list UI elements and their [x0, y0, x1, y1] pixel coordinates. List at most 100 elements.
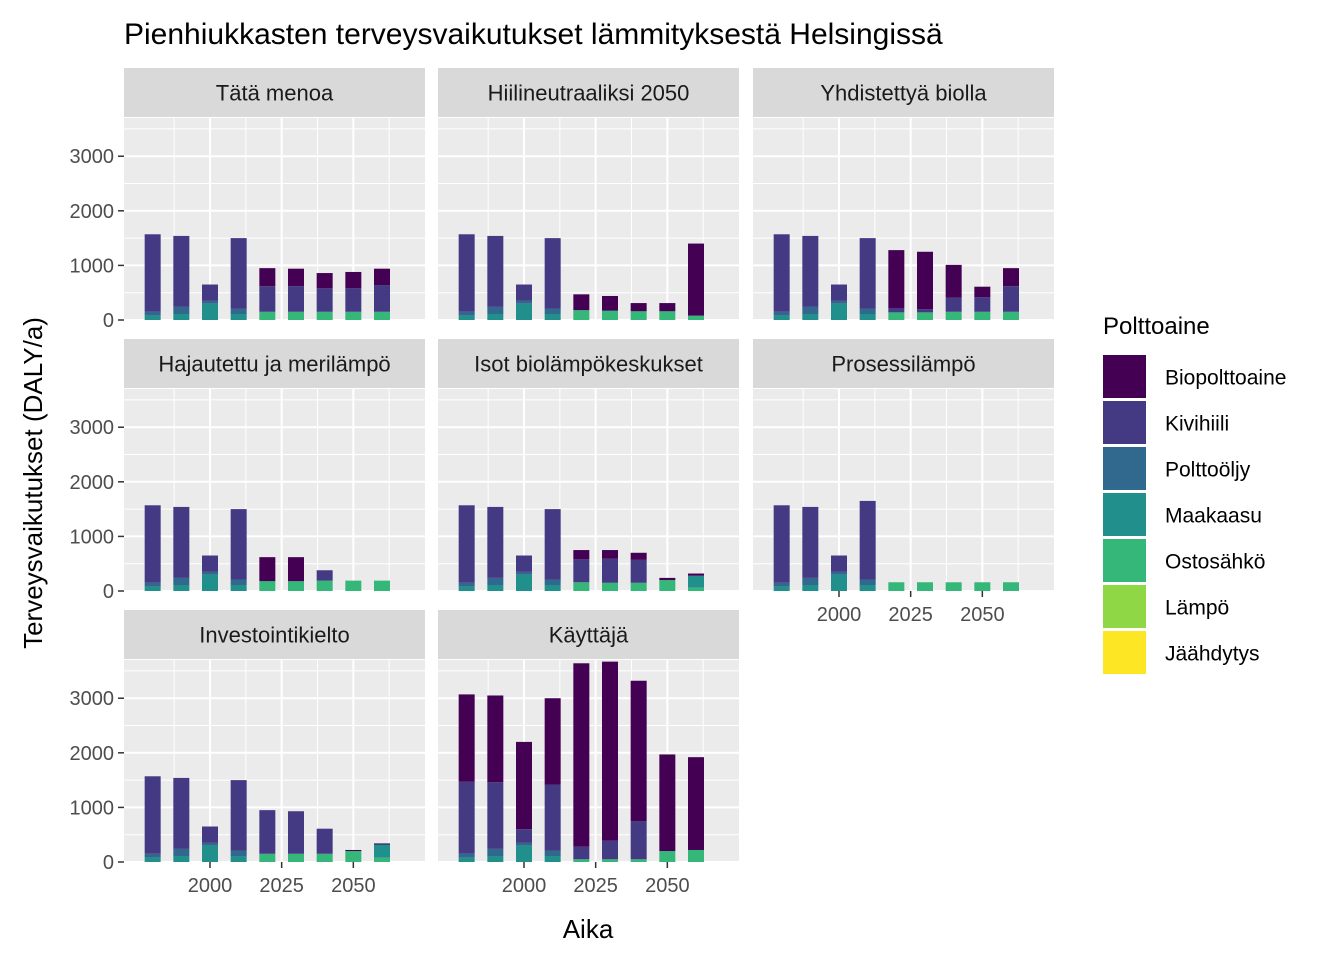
bar-segment — [630, 680, 647, 822]
bar-segment — [659, 851, 676, 862]
facet-panels: Tätä menoa 0 1000 2000 3000 Hiilineutraaliksi… — [70, 68, 1054, 897]
bar-segment — [630, 311, 647, 320]
bar-segment — [230, 855, 247, 862]
bar-segment — [773, 311, 790, 316]
legend-label: Lämpö — [1165, 597, 1229, 620]
bar-segment — [888, 582, 905, 591]
bar-segment — [773, 234, 790, 312]
facet-title: Hiilineutraaliksi 2050 — [488, 81, 690, 106]
bar-segment — [945, 311, 962, 320]
y-tick-label: 1000 — [70, 797, 115, 819]
bar-segment — [1003, 311, 1019, 320]
bar-segment — [288, 311, 304, 320]
bar-segment — [458, 857, 475, 862]
bar-segment — [144, 582, 161, 587]
legend-label: Maakaasu — [1165, 505, 1262, 528]
facet-title: Tätä menoa — [216, 81, 334, 106]
bar-segment — [345, 580, 362, 591]
bar-segment — [345, 288, 362, 312]
bar-segment — [202, 300, 218, 304]
bar-segment — [630, 303, 647, 312]
bar-segment — [688, 849, 704, 862]
x-tick-label: 2025 — [259, 875, 304, 897]
bar-segment — [316, 311, 333, 320]
facet-title: Yhdistettyä biolla — [820, 81, 987, 106]
facet-panel: Tätä menoa 0 1000 2000 3000 — [70, 68, 425, 332]
bar-segment — [1003, 286, 1019, 312]
bar-segment — [230, 780, 247, 851]
bar-segment — [516, 300, 532, 304]
bar-segment — [630, 582, 647, 591]
bar-segment — [974, 297, 991, 312]
bar-segment — [230, 584, 247, 591]
bar-segment — [288, 811, 304, 854]
y-tick-label: 0 — [103, 852, 114, 874]
bar-segment — [544, 509, 561, 580]
bar-segment — [573, 663, 590, 847]
bar-segment — [173, 506, 190, 578]
bar-segment — [316, 288, 333, 312]
bar-segment — [458, 586, 475, 591]
bar-segment — [945, 582, 962, 591]
bar-segment — [487, 313, 504, 320]
bar-segment — [202, 555, 218, 572]
bar-segment — [487, 306, 504, 314]
bar-segment — [458, 234, 475, 312]
legend-swatch — [1103, 493, 1146, 536]
bar-segment — [859, 238, 876, 309]
y-tick-label: 2000 — [70, 472, 115, 494]
bar-segment — [230, 579, 247, 585]
bar-segment — [202, 826, 218, 843]
bar-segment — [458, 311, 475, 316]
facet-strip — [753, 68, 1054, 117]
bar-segment — [659, 303, 676, 312]
bar-segment — [1003, 268, 1019, 287]
legend-label: Biopolttoaine — [1165, 367, 1286, 390]
bar-segment — [544, 784, 561, 851]
bar-segment — [1003, 582, 1019, 591]
bar-segment — [173, 848, 190, 856]
bar-segment — [917, 582, 933, 591]
legend-label: Kivihiili — [1165, 413, 1229, 436]
bar-segment — [374, 844, 390, 858]
bar-segment — [602, 582, 618, 591]
facet-panel: Hajautettu ja merilämpö 0 1000 2000 3000 — [70, 339, 425, 603]
bar-segment — [230, 313, 247, 320]
y-tick-label: 3000 — [70, 688, 115, 710]
bar-segment — [202, 284, 218, 301]
bar-segment — [288, 853, 304, 862]
bar-segment — [487, 855, 504, 862]
facet-title: Käyttäjä — [549, 623, 629, 648]
bar-segment — [458, 694, 475, 782]
bar-segment — [458, 315, 475, 320]
bar-segment — [458, 781, 475, 854]
bar-segment — [888, 307, 905, 313]
bar-segment — [688, 587, 704, 591]
bar-segment — [316, 273, 333, 289]
y-tick-label: 1000 — [70, 255, 115, 277]
bar-segment — [802, 577, 819, 585]
bar-segment — [630, 859, 647, 862]
y-tick-label: 0 — [103, 310, 114, 332]
bar-segment — [516, 741, 532, 830]
bar-segment — [487, 848, 504, 856]
bar-segment — [573, 582, 590, 591]
x-tick-label: 2050 — [645, 875, 690, 897]
bar-segment — [974, 582, 991, 591]
bar-segment — [831, 574, 847, 591]
bar-segment — [659, 311, 676, 320]
bar-segment — [288, 581, 304, 591]
bar-segment — [888, 250, 905, 308]
bar-segment — [316, 580, 333, 591]
bar-segment — [802, 313, 819, 320]
bar-segment — [288, 557, 304, 582]
facet-strip — [124, 339, 425, 388]
legend-swatch — [1103, 447, 1146, 490]
bar-segment — [544, 584, 561, 591]
bar-segment — [630, 821, 647, 860]
facet-title: Hajautettu ja merilämpö — [158, 352, 390, 377]
bar-segment — [888, 312, 905, 320]
bar-segment — [659, 754, 676, 852]
bar-segment — [630, 552, 647, 560]
